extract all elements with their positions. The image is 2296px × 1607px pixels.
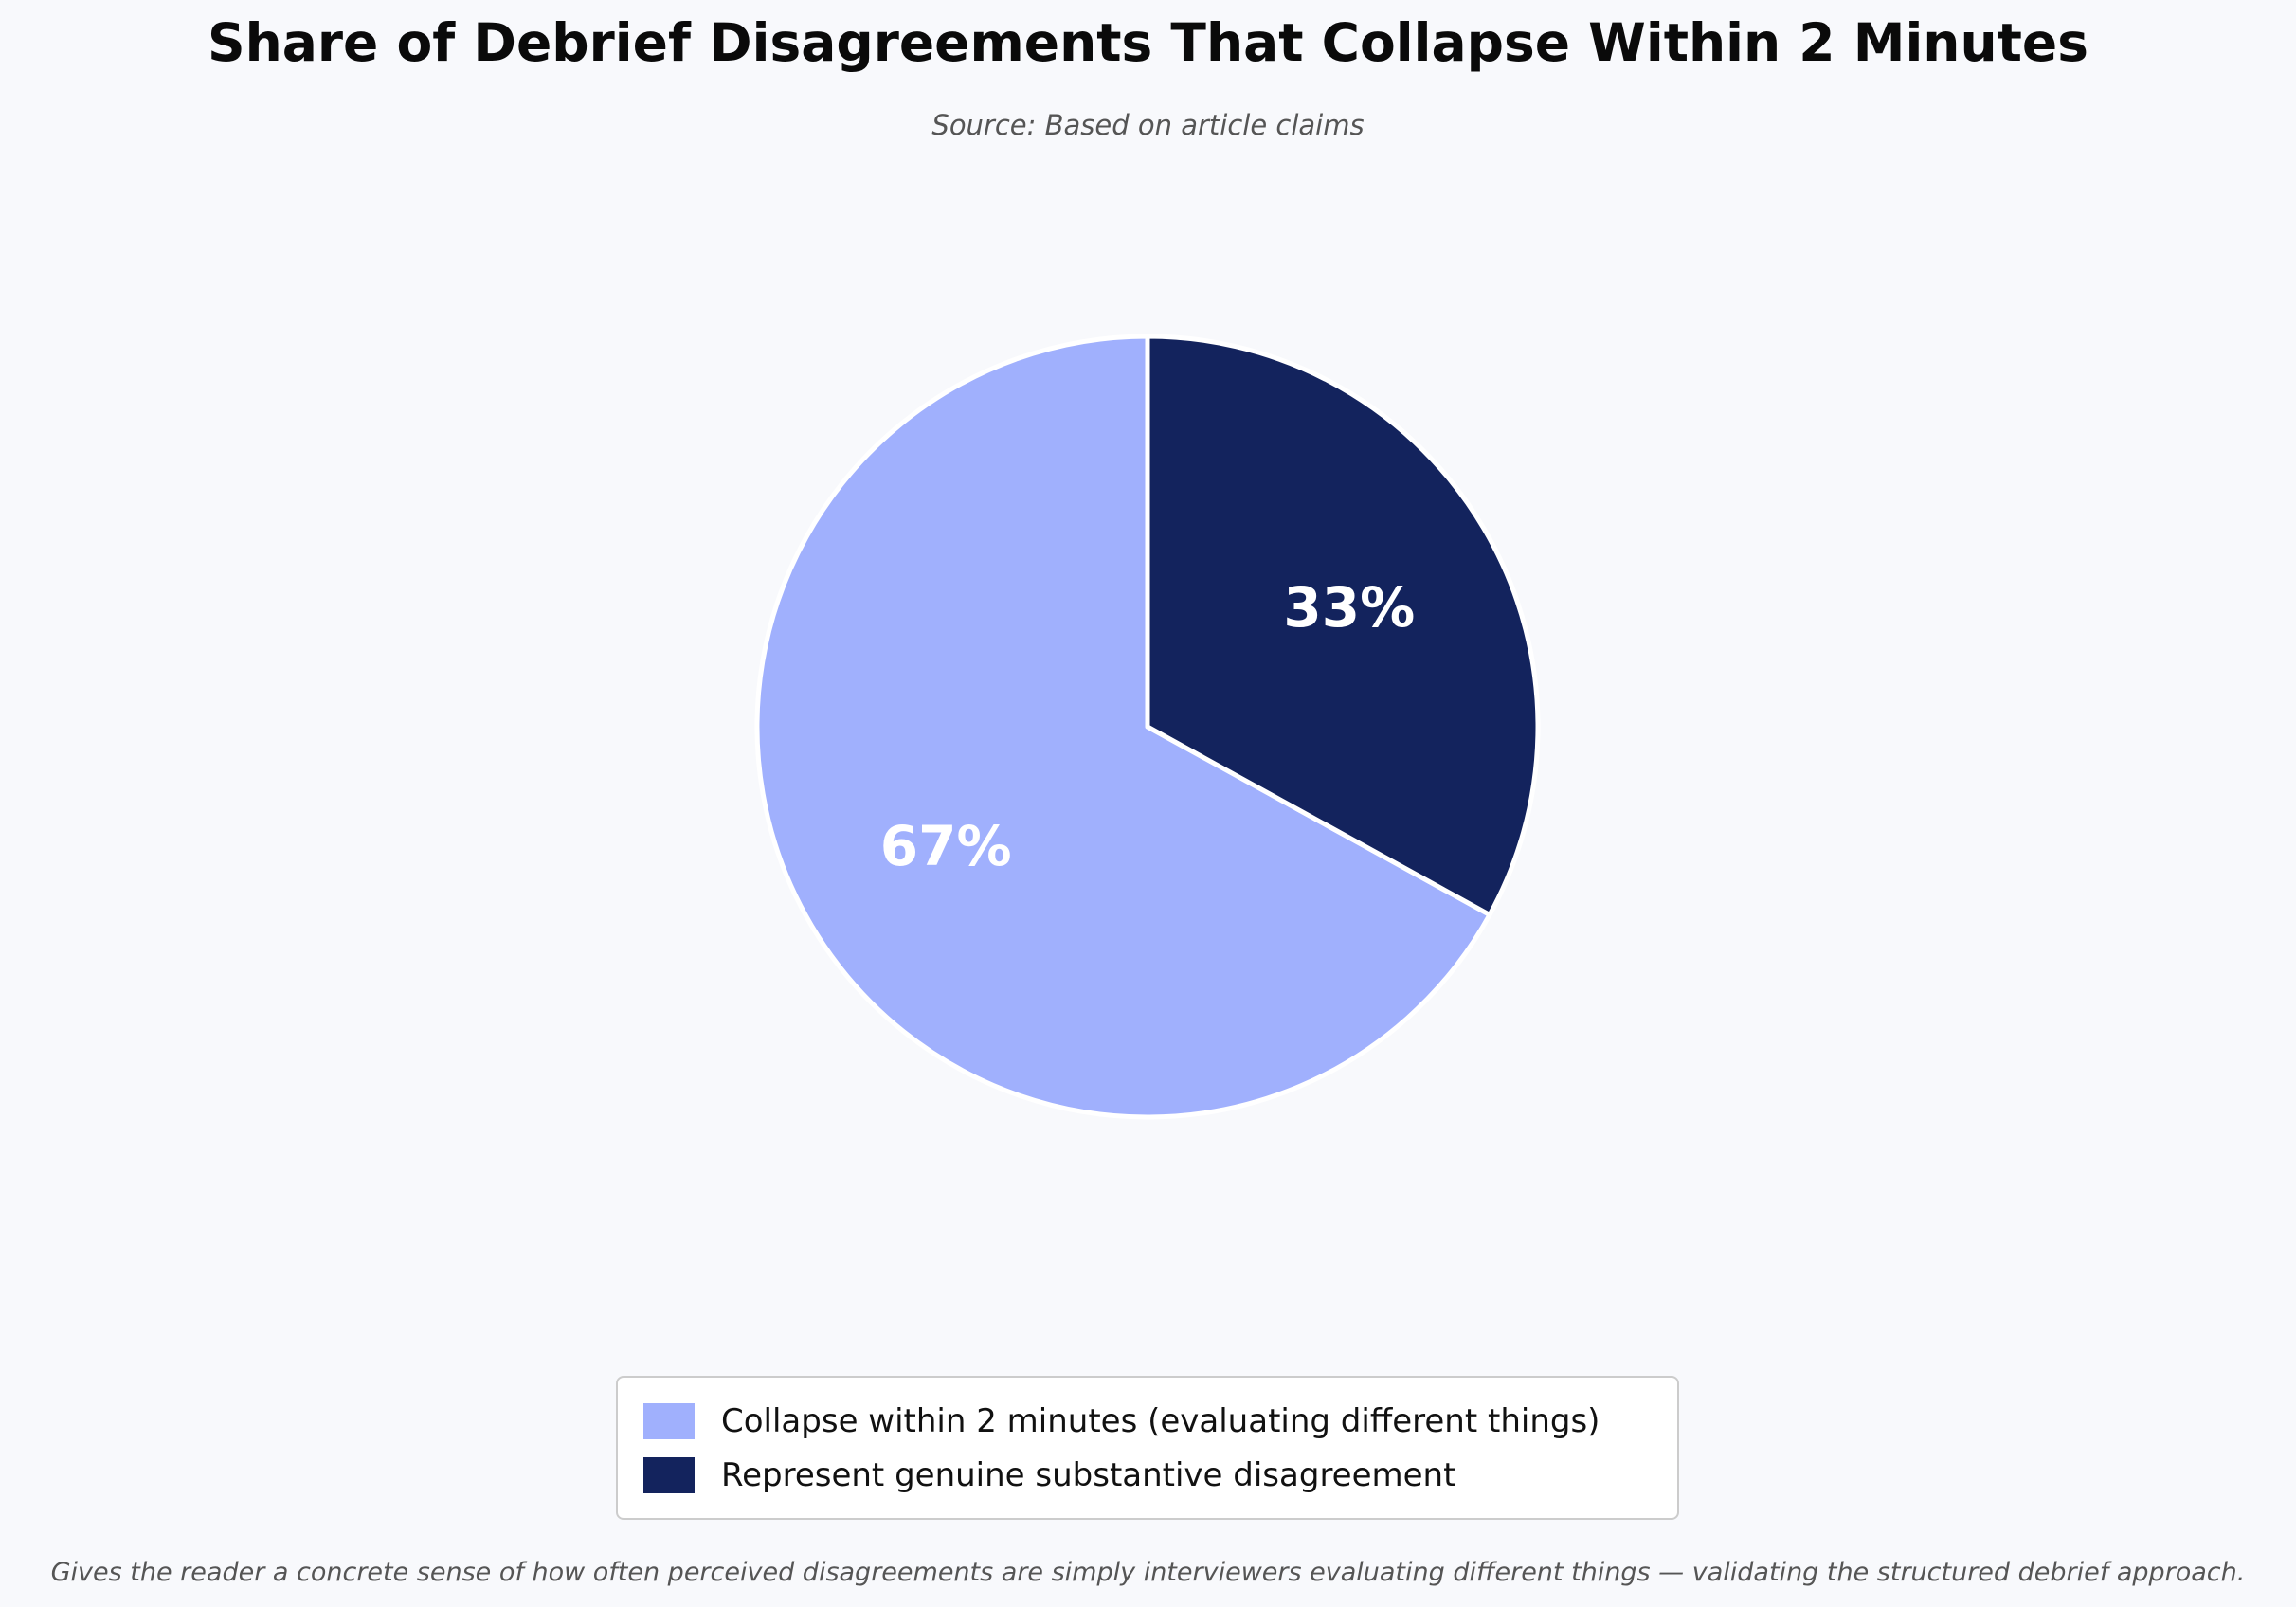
chart-subtitle: Source: Based on article claims bbox=[931, 109, 1365, 141]
legend-swatch-genuine bbox=[643, 1457, 695, 1493]
legend-label-collapse: Collapse within 2 minutes (evaluating di… bbox=[721, 1402, 1600, 1440]
legend-swatch-collapse bbox=[643, 1403, 695, 1439]
legend: Collapse within 2 minutes (evaluating di… bbox=[616, 1376, 1679, 1520]
pie-label-genuine: 33% bbox=[1283, 575, 1415, 640]
pie-label-collapse: 67% bbox=[880, 814, 1012, 878]
footnote: Gives the reader a concrete sense of how… bbox=[50, 1558, 2246, 1587]
legend-item-collapse: Collapse within 2 minutes (evaluating di… bbox=[643, 1402, 1600, 1440]
pie-slice-genuine bbox=[1145, 334, 1541, 917]
legend-item-genuine: Represent genuine substantive disagreeme… bbox=[643, 1456, 1455, 1494]
legend-label-genuine: Represent genuine substantive disagreeme… bbox=[721, 1456, 1456, 1494]
pie-slice-collapse bbox=[754, 334, 1492, 1120]
chart-title: Share of Debrief Disagreements That Coll… bbox=[208, 12, 2088, 73]
